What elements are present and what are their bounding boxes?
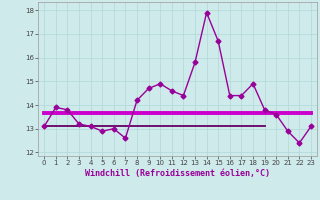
X-axis label: Windchill (Refroidissement éolien,°C): Windchill (Refroidissement éolien,°C)	[85, 169, 270, 178]
